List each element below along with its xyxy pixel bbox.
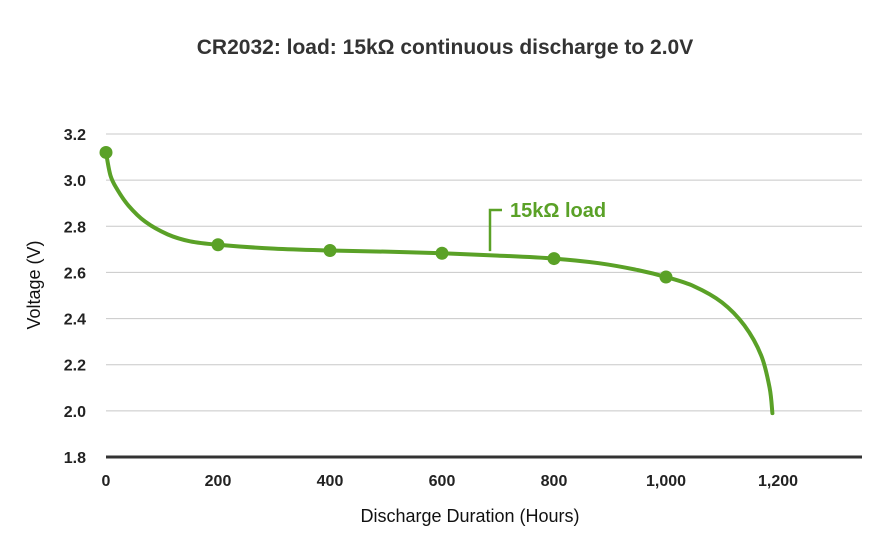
series-label: 15kΩ load bbox=[510, 200, 606, 222]
y-tick-label: 2.2 bbox=[64, 358, 86, 375]
y-tick-label: 1.8 bbox=[64, 450, 86, 467]
y-tick-label: 3.2 bbox=[64, 127, 86, 144]
annotation-leader bbox=[488, 208, 502, 252]
x-tick-label: 800 bbox=[541, 473, 568, 490]
x-tick-label: 1,200 bbox=[758, 473, 798, 490]
y-tick-label: 2.0 bbox=[64, 404, 86, 421]
x-tick-label: 400 bbox=[317, 473, 344, 490]
x-axis-title: Discharge Duration (Hours) bbox=[360, 506, 579, 526]
annotation-layer: 15kΩ load bbox=[488, 200, 606, 252]
data-point bbox=[547, 252, 561, 266]
x-tick-label: 1,000 bbox=[646, 473, 686, 490]
y-axis-title: Voltage (V) bbox=[24, 240, 44, 329]
grid-layer bbox=[106, 133, 862, 459]
data-point bbox=[323, 244, 337, 258]
x-tick-label: 200 bbox=[205, 473, 232, 490]
data-point bbox=[435, 246, 449, 260]
y-tick-labels: 1.8 2.0 2.2 2.4 2.6 2.8 3.0 3.2 bbox=[64, 127, 86, 467]
data-point bbox=[659, 270, 673, 284]
y-tick-label: 2.8 bbox=[64, 219, 86, 236]
y-tick-label: 2.6 bbox=[64, 265, 86, 282]
y-tick-label: 2.4 bbox=[64, 312, 86, 329]
series-layer bbox=[99, 145, 775, 416]
series-line bbox=[104, 150, 775, 416]
x-tick-label: 600 bbox=[429, 473, 456, 490]
x-tick-labels: 0 200 400 600 800 1,000 1,200 bbox=[102, 473, 799, 490]
data-point bbox=[99, 145, 113, 159]
chart-title: CR2032: load: 15kΩ continuous discharge … bbox=[197, 36, 693, 59]
x-tick-label: 0 bbox=[102, 473, 111, 490]
y-tick-label: 3.0 bbox=[64, 173, 86, 190]
data-point bbox=[211, 238, 225, 252]
